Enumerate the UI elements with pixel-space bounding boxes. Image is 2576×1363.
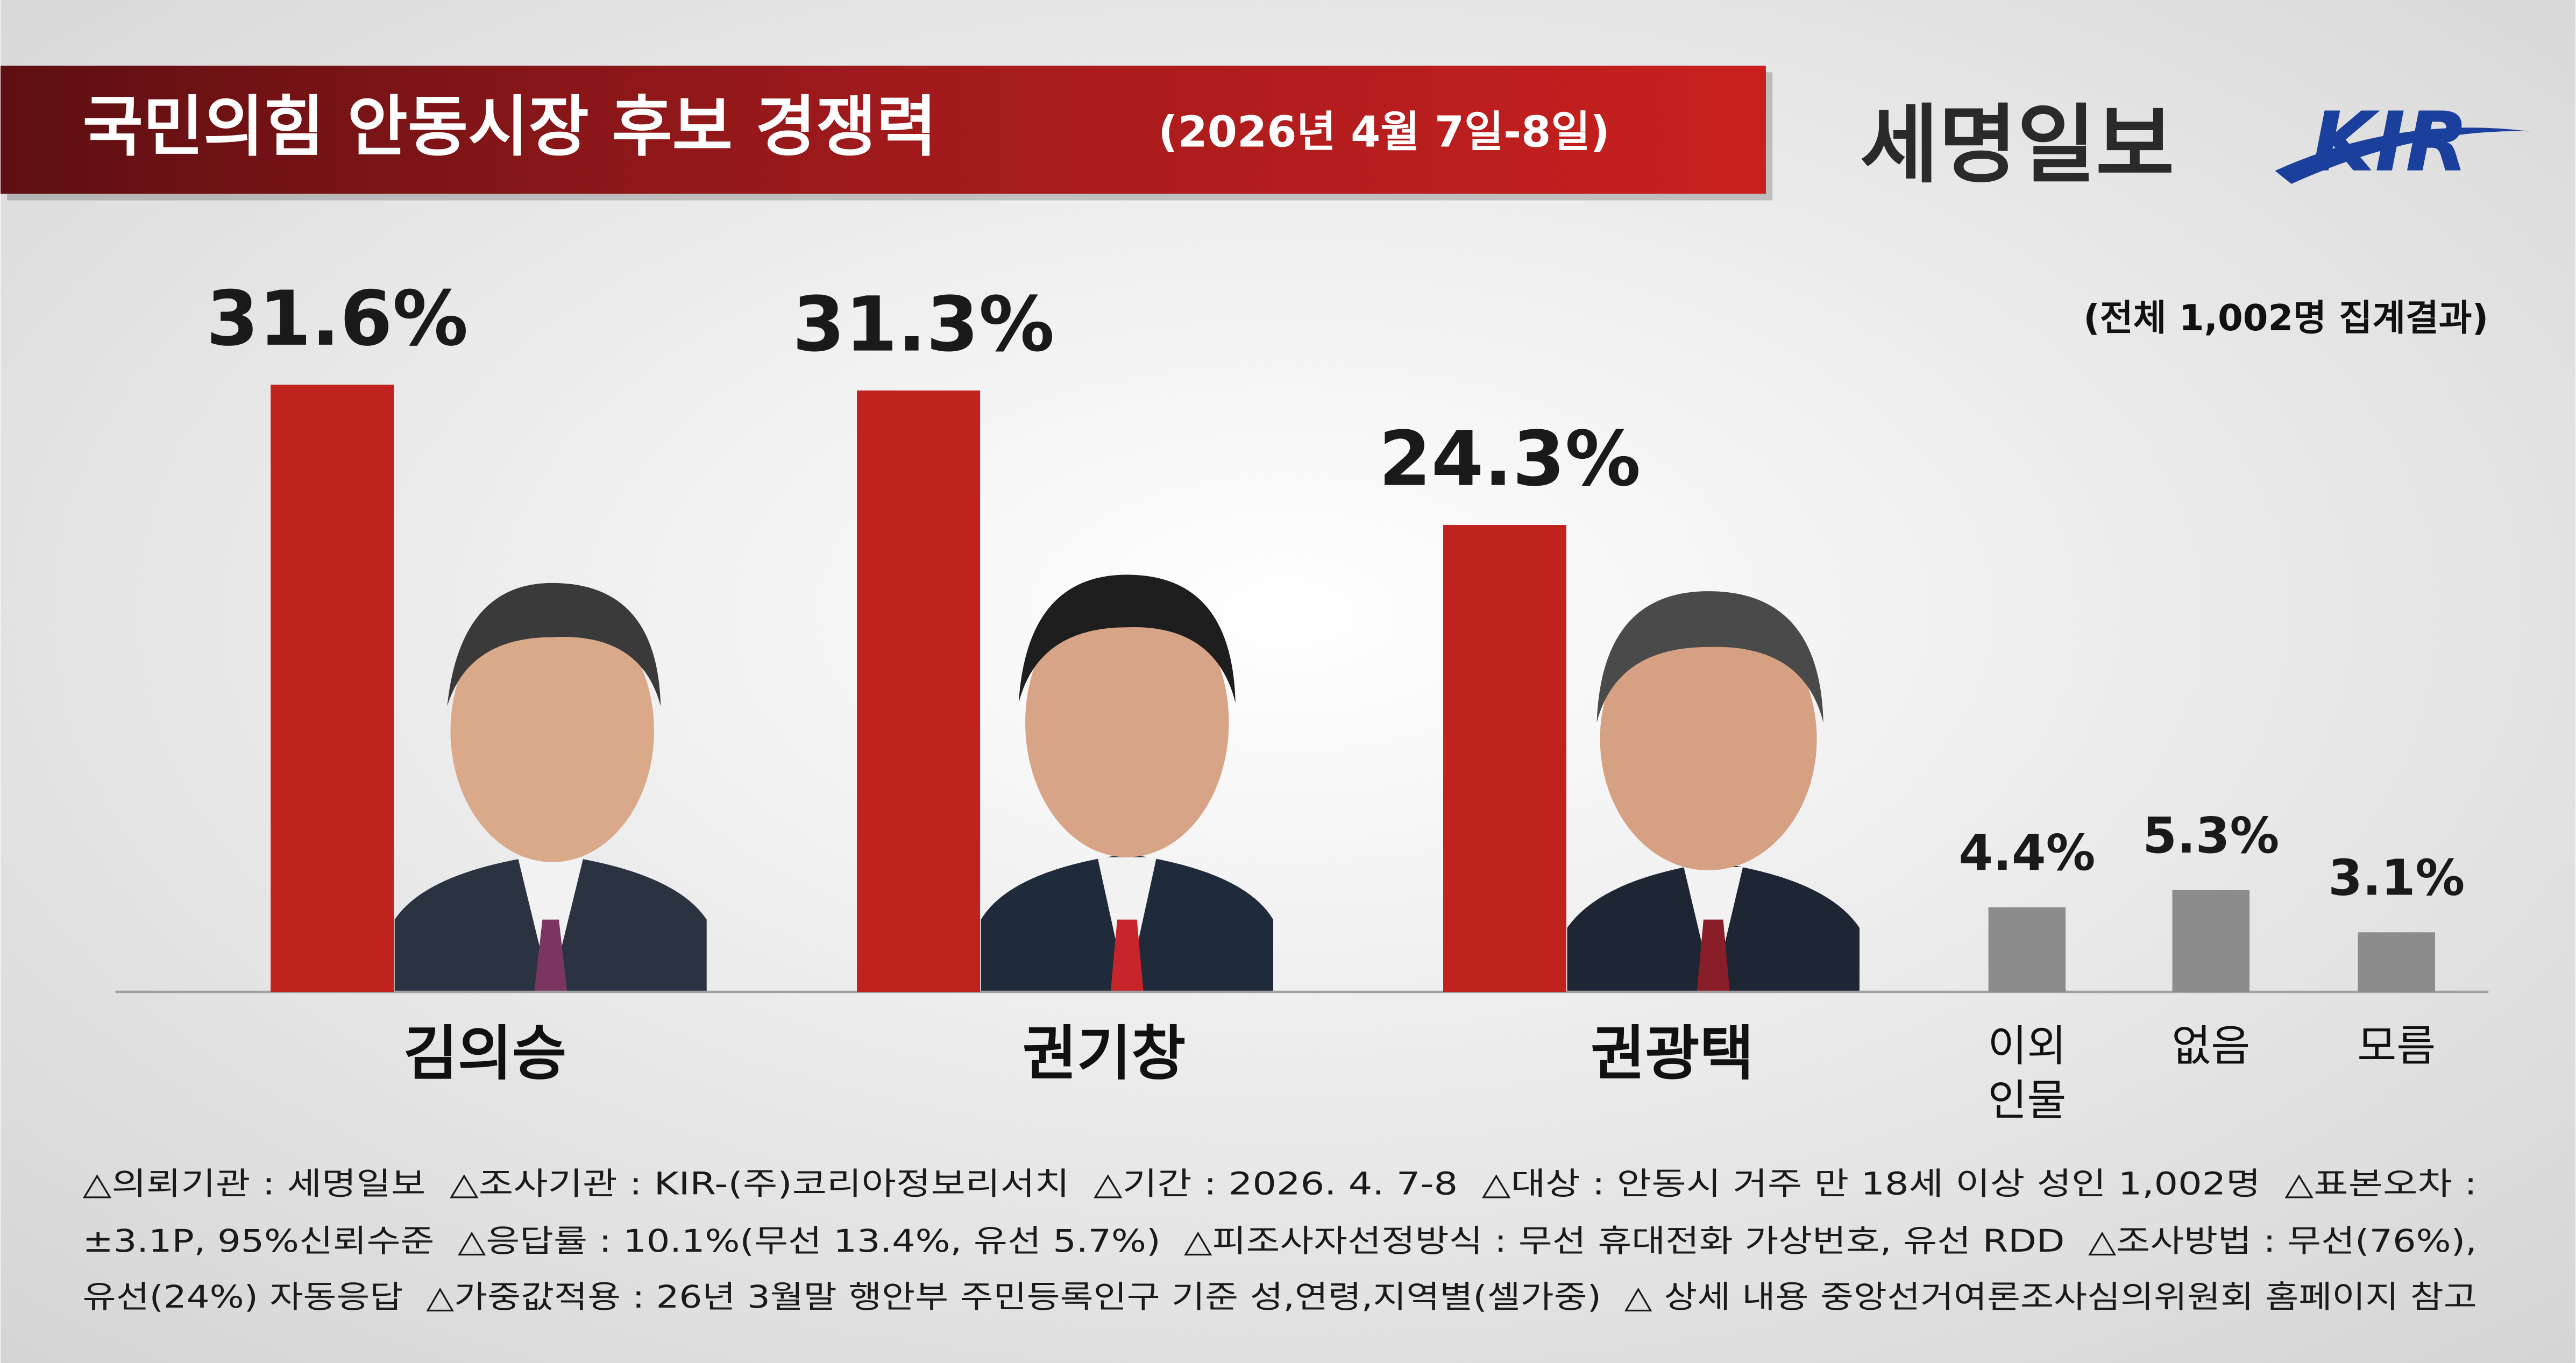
x-tick-label: 권기창 (1022, 1021, 1186, 1089)
chart-title: 국민의힘 안동시장 후보 경쟁력 (83, 89, 937, 165)
category-wrap: 김의승 (403, 1021, 567, 1089)
publisher: 세명일보 (1860, 96, 2174, 195)
chart-note: (전체 1,002명 집계결과) (2083, 297, 2488, 339)
value-label: 31.3% (792, 281, 1054, 369)
value-label: 31.6% (206, 275, 468, 363)
bar (2358, 932, 2436, 992)
category-wrap: 없음 (2171, 1023, 2251, 1073)
value-label: 5.3% (2142, 807, 2279, 864)
photo (394, 583, 707, 992)
chart-subtitle: (2026년 4월 7일-8일) (1158, 107, 1609, 157)
photo (1567, 591, 1860, 992)
footnote: ±3.1P, 95%신뢰수준 △응답률 : 10.1%(무선 13.4%, 유선… (83, 1223, 2477, 1259)
category-wrap: 권기창 (1022, 1021, 1186, 1089)
value-label: 24.3% (1379, 416, 1641, 503)
bar (2172, 890, 2250, 992)
title-banner (0, 66, 1766, 194)
bar (271, 385, 394, 992)
x-tick-label: 없음 (2171, 1023, 2251, 1073)
logo-swoosh (2275, 127, 2530, 184)
x-tick-label: 모름 (2357, 1023, 2436, 1073)
photo (981, 574, 1274, 992)
bar (1988, 907, 2066, 992)
footnote: 유선(24%) 자동응답 △가중값적용 : 26년 3월말 행안부 주민등록인구… (83, 1279, 2477, 1315)
bar (1443, 525, 1566, 992)
category-wrap: 모름 (2357, 1023, 2436, 1073)
value-label: 4.4% (1958, 824, 2095, 882)
logo: KIR (2311, 95, 2469, 190)
category-wrap: 이외 인물 (1988, 1023, 2067, 1126)
x-tick-label: 권광택 (1591, 1021, 1754, 1089)
x-tick-label: 이외 인물 (1988, 1023, 2067, 1126)
value-label: 3.1% (2328, 849, 2465, 907)
category-wrap: 권광택 (1591, 1021, 1754, 1089)
footnote: △의뢰기관 : 세명일보 △조사기관 : KIR-(주)코리아정보리서치 △기간… (83, 1165, 2477, 1202)
bar (857, 390, 981, 992)
x-tick-label: 김의승 (403, 1021, 567, 1089)
